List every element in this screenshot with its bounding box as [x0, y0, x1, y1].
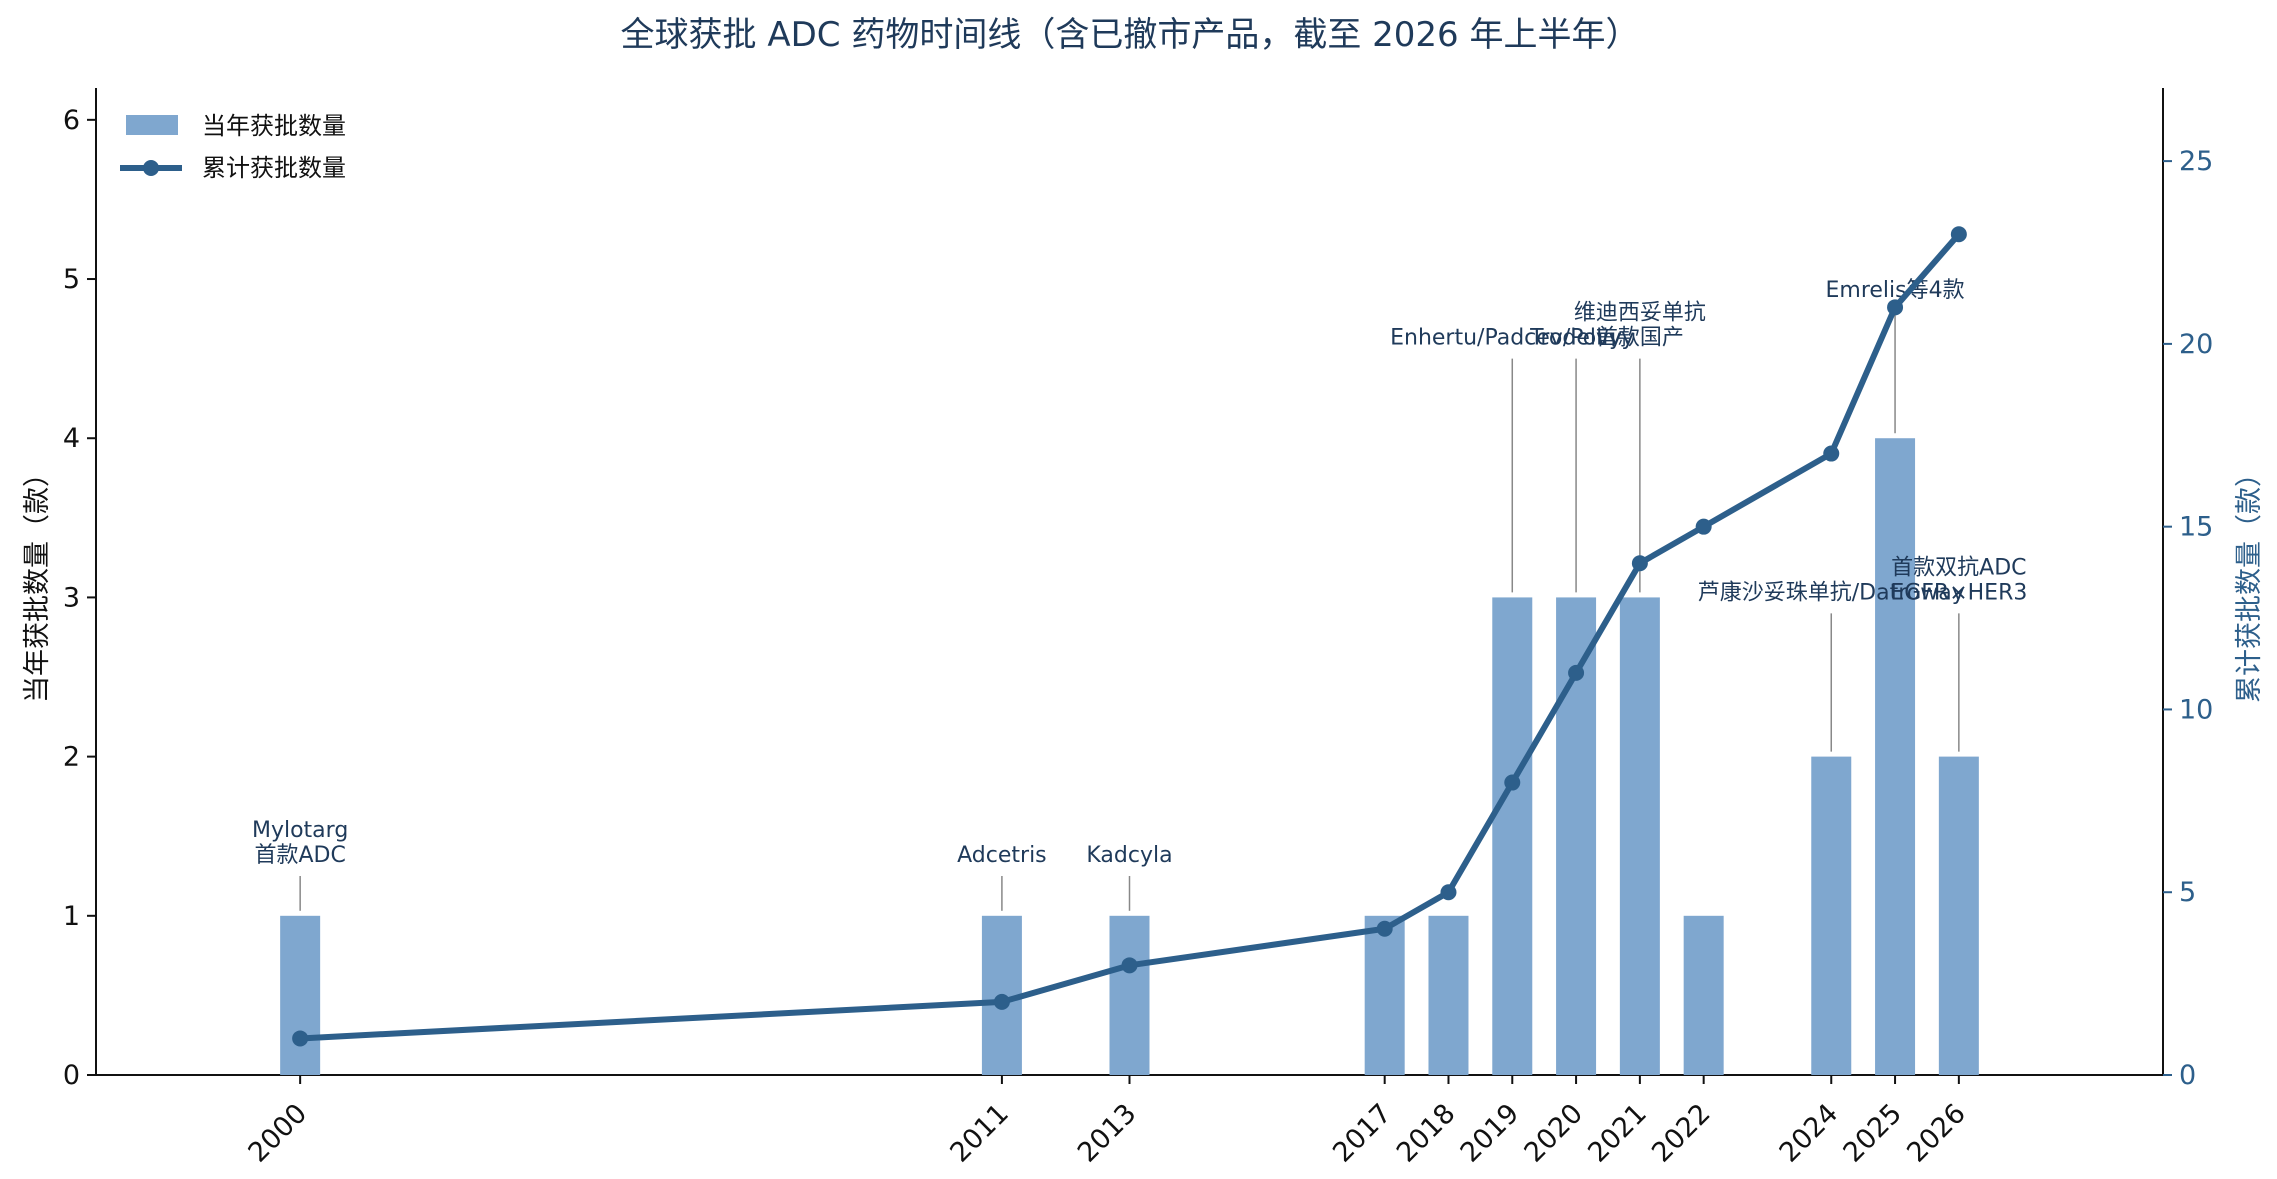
annotation-text: 首款ADC: [254, 843, 345, 868]
cumulative-point-2000: [292, 1030, 309, 1047]
x-tick-label: 2019: [1455, 1098, 1526, 1169]
cumulative-point-2024: [1823, 445, 1840, 462]
cumulative-point-2017: [1376, 920, 1393, 937]
legend-bar-swatch: [126, 115, 178, 135]
annotation-text: Mylotarg: [252, 818, 348, 843]
cumulative-point-2021: [1631, 555, 1648, 572]
left-axis-label: 当年获批数量（款）: [22, 460, 53, 703]
cumulative-point-2019: [1504, 774, 1521, 791]
right-tick-label: 25: [2179, 146, 2213, 177]
left-tick-label: 5: [63, 264, 80, 295]
left-tick-label: 2: [63, 742, 80, 773]
right-tick-label: 5: [2179, 877, 2196, 908]
annotation-text: EGFR×HER3: [1890, 580, 2027, 605]
x-tick-label: 2024: [1774, 1098, 1845, 1169]
legend-line-marker: [143, 160, 159, 176]
x-tick-label: 2020: [1519, 1098, 1590, 1169]
right-tick-label: 10: [2179, 694, 2213, 725]
cumulative-point-2018: [1440, 884, 1457, 901]
left-tick-label: 6: [63, 105, 80, 136]
x-tick-label: 2018: [1391, 1098, 1462, 1169]
bar-2013: [1109, 915, 1150, 1075]
annotation-text: Kadcyla: [1086, 843, 1172, 868]
annotation-text: Enhertu/Padcev/Polivy: [1390, 326, 1634, 351]
annotation-text: 维迪西妥单抗: [1574, 301, 1706, 326]
x-tick-label: 2022: [1646, 1098, 1717, 1169]
annotation-text: 首款国产: [1596, 326, 1684, 351]
annotation-text: Adcetris: [957, 843, 1047, 868]
x-tick-label: 2013: [1072, 1098, 1143, 1169]
x-tick-label: 2026: [1901, 1098, 1972, 1169]
chart-title: 全球获批 ADC 药物时间线（含已撤市产品，截至 2026 年上半年）: [621, 15, 1640, 55]
bar-2025: [1875, 438, 1916, 1075]
legend-bar-label: 当年获批数量: [202, 112, 346, 140]
right-tick-label: 0: [2179, 1060, 2196, 1091]
cumulative-point-2011: [993, 993, 1010, 1010]
bar-2024: [1811, 756, 1852, 1075]
left-tick-label: 0: [63, 1060, 80, 1091]
right-axis-label: 累计获批数量（款）: [2234, 460, 2265, 703]
cumulative-point-2020: [1568, 664, 1585, 681]
left-tick-label: 3: [63, 582, 80, 613]
annotation-text: 芦康沙妥珠单抗/Datroway: [1698, 580, 1965, 605]
x-tick-label: 2011: [944, 1098, 1015, 1169]
bar-2022: [1683, 915, 1724, 1075]
x-tick-label: 2000: [243, 1098, 314, 1169]
annotation-text: Emrelis等4款: [1825, 278, 1964, 303]
bar-2018: [1428, 915, 1469, 1075]
cumulative-point-2022: [1695, 518, 1712, 535]
right-tick-label: 20: [2179, 329, 2213, 360]
bar-2026: [1938, 756, 1979, 1075]
cumulative-point-2013: [1121, 957, 1138, 974]
x-tick-label: 2017: [1327, 1098, 1398, 1169]
right-tick-label: 15: [2179, 512, 2213, 543]
x-tick-label: 2025: [1837, 1098, 1908, 1169]
left-tick-label: 1: [63, 901, 80, 932]
line-series: [292, 226, 1967, 1047]
cumulative-point-2025: [1887, 299, 1904, 316]
cumulative-point-2026: [1950, 226, 1967, 243]
cumulative-line: [299, 232, 1962, 1042]
legend-line-label: 累计获批数量: [202, 154, 346, 182]
left-tick-label: 4: [63, 423, 80, 454]
x-tick-label: 2021: [1582, 1098, 1653, 1169]
annotation-text: Trodelvy: [1529, 326, 1622, 351]
bar-series: [280, 438, 1979, 1075]
bar-2021: [1619, 597, 1660, 1075]
bar-2000: [280, 915, 321, 1075]
bar-2017: [1364, 915, 1405, 1075]
annotation-text: 首款双抗ADC: [1891, 555, 2026, 580]
bar-2019: [1492, 597, 1533, 1075]
